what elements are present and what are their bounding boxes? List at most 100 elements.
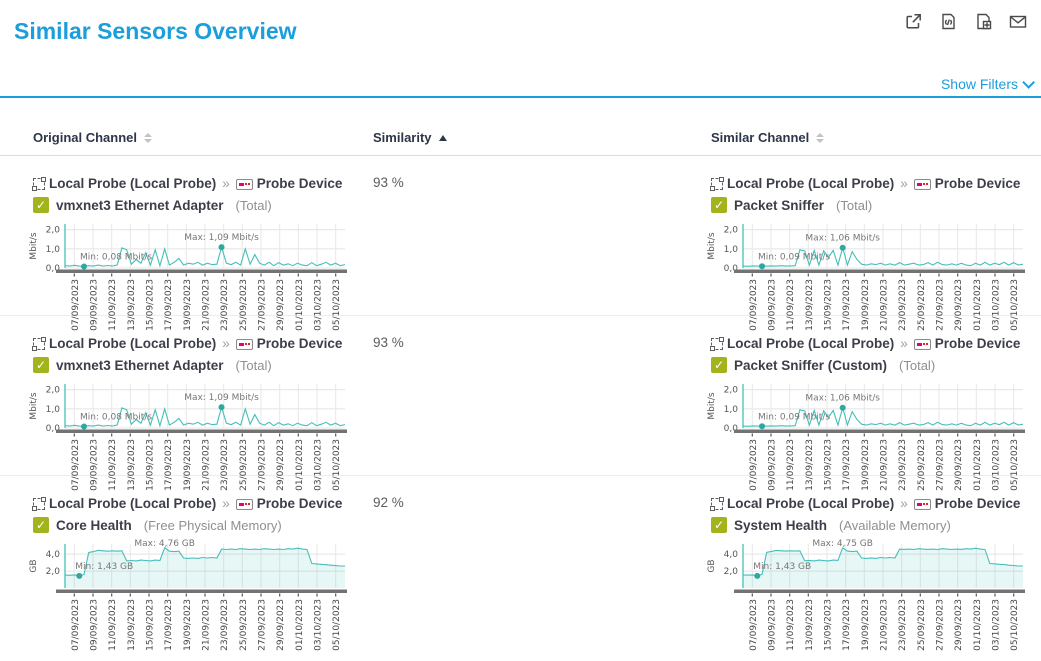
- svg-text:27/09/2023: 27/09/2023: [258, 439, 268, 491]
- channel-label: (Total): [899, 357, 936, 373]
- svg-text:07/09/2023: 07/09/2023: [749, 599, 759, 651]
- svg-text:15/09/2023: 15/09/2023: [146, 279, 156, 331]
- svg-text:Min: 0,09 Mbit/s: Min: 0,09 Mbit/s: [758, 412, 830, 422]
- open-in-new-window-icon[interactable]: [902, 10, 924, 32]
- svg-text:4,0: 4,0: [724, 550, 739, 560]
- svg-text:05/10/2023: 05/10/2023: [1010, 279, 1020, 331]
- column-header-similar-channel[interactable]: Similar Channel: [711, 130, 1041, 145]
- device-link[interactable]: Probe Device: [934, 496, 1021, 511]
- table-header-row: Original Channel Similarity Similar Chan…: [0, 98, 1041, 156]
- device-icon: [913, 178, 931, 190]
- breadcrumb-separator: »: [222, 496, 230, 511]
- probe-link[interactable]: Local Probe (Local Probe): [727, 176, 895, 191]
- svg-text:13/09/2023: 13/09/2023: [127, 599, 137, 651]
- sensor-ok-icon: ✓: [711, 357, 727, 373]
- sensor-ok-icon: ✓: [711, 517, 727, 533]
- svg-text:09/09/2023: 09/09/2023: [768, 279, 778, 331]
- probe-link[interactable]: Local Probe (Local Probe): [49, 336, 217, 351]
- probe-icon: [32, 177, 46, 191]
- sort-ascending-icon: [438, 134, 447, 141]
- svg-text:27/09/2023: 27/09/2023: [936, 599, 946, 651]
- svg-text:2,0: 2,0: [46, 386, 61, 396]
- probe-link[interactable]: Local Probe (Local Probe): [727, 496, 895, 511]
- sensor-link[interactable]: Packet Sniffer (Custom): [734, 357, 888, 373]
- svg-text:17/09/2023: 17/09/2023: [842, 599, 852, 651]
- mini-graph[interactable]: 07/09/2023 09/09/2023 11/09/2023 13/09/2023…: [705, 378, 1041, 501]
- svg-text:09/09/2023: 09/09/2023: [90, 599, 100, 651]
- svg-text:23/09/2023: 23/09/2023: [898, 439, 908, 491]
- device-link[interactable]: Probe Device: [934, 336, 1021, 351]
- probe-icon: [710, 337, 724, 351]
- svg-text:2,0: 2,0: [46, 567, 61, 577]
- svg-text:17/09/2023: 17/09/2023: [842, 279, 852, 331]
- svg-text:21/09/2023: 21/09/2023: [202, 599, 212, 651]
- sensor-link[interactable]: System Health: [734, 517, 828, 533]
- device-icon: [913, 498, 931, 510]
- svg-text:GB: GB: [707, 559, 717, 572]
- svg-text:03/10/2023: 03/10/2023: [992, 439, 1002, 491]
- probe-link[interactable]: Local Probe (Local Probe): [49, 176, 217, 191]
- svg-text:17/09/2023: 17/09/2023: [164, 279, 174, 331]
- svg-text:05/10/2023: 05/10/2023: [332, 439, 342, 491]
- svg-text:1,0: 1,0: [724, 405, 739, 415]
- email-icon[interactable]: [1007, 10, 1029, 32]
- similar-channel-cell: Local Probe (Local Probe) » Probe Device…: [707, 494, 1041, 661]
- svg-text:21/09/2023: 21/09/2023: [880, 439, 890, 491]
- mini-graph[interactable]: 07/09/2023 09/09/2023 11/09/2023 13/09/2023…: [27, 538, 373, 661]
- column-header-original-channel[interactable]: Original Channel: [33, 130, 373, 145]
- svg-text:11/09/2023: 11/09/2023: [786, 599, 796, 651]
- svg-text:17/09/2023: 17/09/2023: [164, 439, 174, 491]
- svg-text:19/09/2023: 19/09/2023: [183, 279, 193, 331]
- sensor-link[interactable]: Packet Sniffer: [734, 197, 825, 213]
- device-link[interactable]: Probe Device: [934, 176, 1021, 191]
- channel-label: (Free Physical Memory): [143, 517, 282, 533]
- svg-text:25/09/2023: 25/09/2023: [239, 279, 249, 331]
- show-filters-link[interactable]: Show Filters: [941, 75, 1035, 92]
- mini-graph[interactable]: 07/09/2023 09/09/2023 11/09/2023 13/09/2023…: [705, 538, 1041, 661]
- mini-graph[interactable]: 07/09/2023 09/09/2023 11/09/2023 13/09/2023…: [27, 218, 373, 341]
- svg-text:Min: 0,08 Mbit/s: Min: 0,08 Mbit/s: [80, 412, 152, 422]
- svg-text:15/09/2023: 15/09/2023: [824, 439, 834, 491]
- sensor-link[interactable]: vmxnet3 Ethernet Adapter: [56, 197, 224, 213]
- probe-link[interactable]: Local Probe (Local Probe): [49, 496, 217, 511]
- sort-icon: [816, 132, 825, 143]
- svg-text:03/10/2023: 03/10/2023: [314, 279, 324, 331]
- device-link[interactable]: Probe Device: [256, 176, 343, 191]
- device-icon: [235, 338, 253, 350]
- original-channel-cell: Local Probe (Local Probe) » Probe Device…: [29, 494, 373, 661]
- svg-text:1,0: 1,0: [46, 245, 61, 255]
- page-title: Similar Sensors Overview: [14, 18, 297, 44]
- svg-text:2,0: 2,0: [724, 567, 739, 577]
- similarity-value: 92 %: [373, 495, 404, 510]
- breadcrumb-separator: »: [222, 176, 230, 191]
- mini-graph[interactable]: 07/09/2023 09/09/2023 11/09/2023 13/09/2023…: [27, 378, 373, 501]
- view-source-icon[interactable]: [937, 10, 959, 32]
- breadcrumb-separator: »: [900, 176, 908, 191]
- svg-text:2,0: 2,0: [46, 226, 61, 236]
- similarity-value: 93 %: [373, 175, 404, 190]
- mini-graph[interactable]: 07/09/2023 09/09/2023 11/09/2023 13/09/2023…: [705, 218, 1041, 341]
- svg-text:15/09/2023: 15/09/2023: [824, 279, 834, 331]
- breadcrumb-separator: »: [222, 336, 230, 351]
- svg-text:13/09/2023: 13/09/2023: [805, 439, 815, 491]
- svg-text:11/09/2023: 11/09/2023: [108, 599, 118, 651]
- device-link[interactable]: Probe Device: [256, 336, 343, 351]
- svg-text:23/09/2023: 23/09/2023: [898, 279, 908, 331]
- sensor-link[interactable]: Core Health: [56, 517, 132, 533]
- page-toolbar: [902, 10, 1029, 32]
- svg-text:Max: 4,76 GB: Max: 4,76 GB: [134, 539, 195, 549]
- svg-text:09/09/2023: 09/09/2023: [90, 279, 100, 331]
- add-report-icon[interactable]: [972, 10, 994, 32]
- svg-text:01/10/2023: 01/10/2023: [295, 279, 305, 331]
- svg-text:19/09/2023: 19/09/2023: [861, 279, 871, 331]
- svg-text:03/10/2023: 03/10/2023: [992, 279, 1002, 331]
- svg-text:27/09/2023: 27/09/2023: [936, 279, 946, 331]
- svg-text:Max: 4,75 GB: Max: 4,75 GB: [812, 539, 873, 549]
- probe-link[interactable]: Local Probe (Local Probe): [727, 336, 895, 351]
- svg-text:07/09/2023: 07/09/2023: [71, 439, 81, 491]
- device-link[interactable]: Probe Device: [256, 496, 343, 511]
- svg-text:05/10/2023: 05/10/2023: [1010, 599, 1020, 651]
- svg-text:09/09/2023: 09/09/2023: [768, 599, 778, 651]
- column-header-similarity[interactable]: Similarity: [373, 130, 711, 145]
- sensor-link[interactable]: vmxnet3 Ethernet Adapter: [56, 357, 224, 373]
